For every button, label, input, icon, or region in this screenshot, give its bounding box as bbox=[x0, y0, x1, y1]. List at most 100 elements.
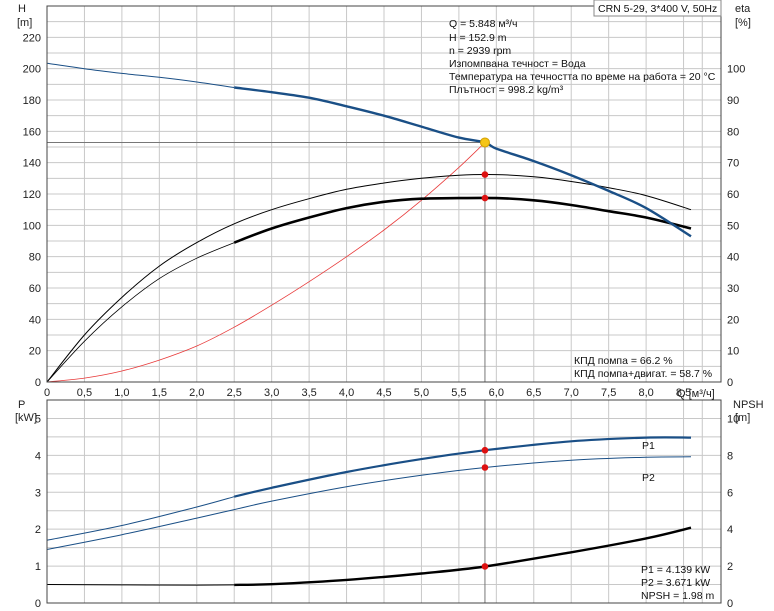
p2-marker bbox=[481, 464, 489, 471]
q-axis-label: Q [м³/ч] bbox=[677, 388, 715, 400]
x-tick-label: 0,5 bbox=[77, 387, 92, 399]
npsh-curve bbox=[234, 526, 692, 587]
eta-tick-label: 30 bbox=[727, 283, 739, 295]
top-grid bbox=[46, 6, 721, 382]
eta-tick-label: 70 bbox=[727, 158, 739, 170]
info-npsh: NPSH = 1.98 m bbox=[641, 590, 714, 602]
p1-curve-label: P1 bbox=[642, 440, 655, 452]
npsh-tick-label: 2 bbox=[727, 561, 733, 573]
p-axis-label: P bbox=[18, 399, 25, 411]
info-h: H = 152.9 m bbox=[449, 32, 507, 44]
info-p2: P2 = 3.671 kW bbox=[641, 577, 710, 589]
info-pump-efficiency: КПД помпа = 66.2 % bbox=[574, 355, 673, 367]
info-n: n = 2939 rpm bbox=[449, 45, 511, 57]
h-tick-label: 0 bbox=[35, 377, 41, 389]
npsh-tick-label: 6 bbox=[727, 487, 733, 499]
h-tick-label: 20 bbox=[29, 346, 41, 358]
eta-tick-label: 40 bbox=[727, 252, 739, 264]
h-tick-label: 180 bbox=[23, 95, 41, 107]
p-axis-unit: [kW] bbox=[15, 412, 37, 424]
x-tick-label: 6,5 bbox=[526, 387, 541, 399]
npsh-tick-label: 4 bbox=[727, 524, 733, 536]
eta-tick-label: 80 bbox=[727, 126, 739, 138]
pump-motor-efficiency-curve bbox=[233, 196, 692, 244]
npsh-tick-label: 10 bbox=[727, 413, 739, 425]
info-temperature: Температура на течността по време на раб… bbox=[449, 71, 716, 83]
x-tick-label: 1,5 bbox=[152, 387, 167, 399]
h-tick-label: 160 bbox=[23, 126, 41, 138]
eta-axis-unit: [%] bbox=[735, 17, 751, 29]
h-axis-label: H bbox=[18, 3, 26, 15]
p-tick-label: 3 bbox=[35, 487, 41, 499]
x-tick-label: 3,0 bbox=[264, 387, 279, 399]
p2-curve bbox=[46, 456, 692, 550]
eta-tick-label: 100 bbox=[727, 64, 745, 76]
npsh-axis-unit: [m] bbox=[735, 412, 750, 424]
pump-efficiency-curve bbox=[46, 173, 692, 383]
h-tick-label: 220 bbox=[23, 32, 41, 44]
p-tick-label: 1 bbox=[35, 561, 41, 573]
p-tick-label: 0 bbox=[35, 598, 41, 610]
x-tick-label: 0 bbox=[44, 387, 50, 399]
npsh-tick-label: 0 bbox=[727, 598, 733, 610]
x-tick-label: 7,0 bbox=[564, 387, 579, 399]
npsh-curve-thin bbox=[46, 584, 235, 586]
h-axis-unit: [m] bbox=[17, 17, 32, 29]
pump-efficiency-marker bbox=[481, 171, 489, 178]
pump-motor-efficiency-marker bbox=[481, 194, 489, 202]
pump-label: CRN 5-29, 3*400 V, 50Hz bbox=[598, 3, 717, 15]
p-tick-label: 2 bbox=[35, 524, 41, 536]
eta-tick-label: 60 bbox=[727, 189, 739, 201]
x-tick-label: 5,0 bbox=[414, 387, 429, 399]
info-p1: P1 = 4.139 kW bbox=[641, 564, 710, 576]
pump-motor-efficiency-curve-thin bbox=[46, 242, 235, 383]
p2-curve-label: P2 bbox=[642, 472, 655, 484]
eta-tick-label: 50 bbox=[727, 220, 739, 232]
x-tick-label: 4,5 bbox=[376, 387, 391, 399]
p1-curve bbox=[233, 436, 692, 498]
p-tick-label: 4 bbox=[35, 450, 41, 462]
p1-marker bbox=[481, 446, 489, 454]
h-tick-label: 40 bbox=[29, 314, 41, 326]
x-tick-label: 4,0 bbox=[339, 387, 354, 399]
top-curves bbox=[46, 62, 692, 383]
h-tick-label: 140 bbox=[23, 158, 41, 170]
h-tick-label: 60 bbox=[29, 283, 41, 295]
x-tick-label: 2,5 bbox=[227, 387, 242, 399]
eta-axis-label: eta bbox=[735, 3, 751, 15]
x-tick-label: 1,0 bbox=[114, 387, 129, 399]
p1-curve-thin bbox=[46, 496, 235, 541]
p-tick-label: 5 bbox=[35, 413, 41, 425]
x-tick-label: 7,5 bbox=[601, 387, 616, 399]
h-tick-label: 200 bbox=[23, 64, 41, 76]
x-tick-label: 5,5 bbox=[451, 387, 466, 399]
npsh-tick-label: 8 bbox=[727, 450, 733, 462]
npsh-axis-label: NPSH bbox=[733, 399, 764, 411]
npsh-marker bbox=[481, 563, 489, 570]
x-tick-label: 2,0 bbox=[189, 387, 204, 399]
x-tick-label: 6,0 bbox=[489, 387, 504, 399]
system-curve bbox=[46, 142, 486, 383]
bottom-grid bbox=[46, 400, 721, 603]
info-liquid: Изпомпвана течност = Вода bbox=[449, 58, 586, 70]
pump-label-box bbox=[593, 0, 722, 17]
x-tick-label: 8,5 bbox=[676, 387, 691, 399]
head-curve bbox=[234, 86, 692, 238]
x-tick-label: 3,5 bbox=[301, 387, 316, 399]
info-q: Q = 5.848 м³/ч bbox=[449, 18, 517, 30]
x-tick-label: 8,0 bbox=[638, 387, 653, 399]
eta-tick-label: 20 bbox=[727, 314, 739, 326]
tick-labels: 0 0,5 1,0 1,5 2,0 2,5 3,0 3,5 4,0 4,5 5,0 5,5 6,0 6,5… bbox=[23, 32, 746, 610]
eta-tick-label: 90 bbox=[727, 95, 739, 107]
h-tick-label: 120 bbox=[23, 189, 41, 201]
top-plot-frame bbox=[46, 5, 722, 383]
eta-tick-label: 10 bbox=[727, 346, 739, 358]
info-density: Плътност = 998.2 kg/m³ bbox=[449, 84, 564, 96]
eta-tick-label: 0 bbox=[727, 377, 733, 389]
head-curve-thin bbox=[46, 62, 235, 88]
bottom-plot-frame bbox=[46, 399, 722, 604]
h-tick-label: 80 bbox=[29, 252, 41, 264]
info-pump-motor-efficiency: КПД помпа+двигат. = 58.7 % bbox=[574, 368, 712, 380]
h-tick-label: 100 bbox=[23, 220, 41, 232]
